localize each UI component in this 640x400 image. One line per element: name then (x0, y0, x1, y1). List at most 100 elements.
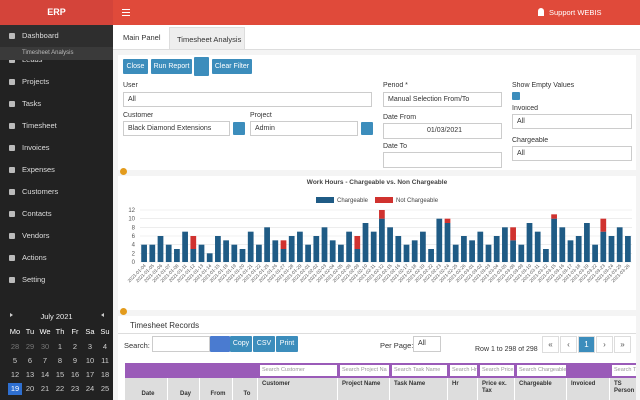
calendar-day[interactable]: 24 (85, 384, 95, 393)
button[interactable]: Close (123, 59, 148, 74)
bar (510, 227, 516, 241)
calendar-day[interactable]: 19 (8, 383, 22, 395)
select[interactable]: All (512, 146, 632, 161)
tool-button[interactable] (210, 336, 230, 352)
calendar-day[interactable]: 21 (40, 384, 50, 393)
calendar-day[interactable]: 8 (57, 356, 63, 365)
bar (567, 240, 574, 262)
bar (174, 249, 180, 262)
calendar-day[interactable]: 28 (10, 342, 20, 351)
column-search[interactable]: Search Customer (260, 365, 337, 376)
pager-button[interactable]: ‹ (560, 336, 577, 353)
select[interactable]: Manual Selection From/To (383, 92, 502, 107)
column-search[interactable]: Search TS (612, 365, 636, 376)
calendar-day[interactable]: 15 (55, 370, 65, 379)
pager-button[interactable]: » (614, 336, 631, 353)
calendar-day[interactable]: 17 (85, 370, 95, 379)
bar (469, 240, 475, 262)
menu-item[interactable]: Timesheet (22, 121, 57, 130)
calendar-day[interactable]: 12 (10, 370, 20, 379)
pager-button[interactable]: 1 (578, 336, 595, 353)
menu-item[interactable]: Vendors (22, 231, 50, 240)
calendar-day[interactable]: 5 (12, 356, 18, 365)
menu-toggle[interactable] (122, 9, 130, 16)
calendar-day[interactable]: 4 (102, 342, 108, 351)
add-button[interactable] (361, 122, 373, 135)
bar (239, 249, 246, 262)
bar (502, 227, 508, 262)
select[interactable]: All (123, 92, 372, 107)
calendar-day[interactable]: 14 (40, 370, 50, 379)
pager-button[interactable]: « (542, 336, 559, 353)
menu-item[interactable]: Dashboard (0, 25, 113, 47)
calendar-day[interactable]: 10 (85, 356, 95, 365)
tool-button[interactable]: Copy (230, 336, 252, 352)
bar (551, 214, 557, 219)
filter-panel: Close Run Report Clear Filter User All C… (118, 55, 636, 170)
bar (354, 249, 361, 262)
add-button[interactable] (233, 122, 245, 135)
column-search[interactable]: Search Project Na (340, 365, 389, 376)
calendar-day[interactable]: 11 (101, 356, 109, 365)
filter-icon[interactable] (194, 57, 209, 76)
calendar-day[interactable]: 7 (42, 356, 48, 365)
bar (518, 244, 525, 262)
menu-item[interactable]: Expenses (22, 165, 55, 174)
calendar-day[interactable]: 6 (27, 356, 33, 365)
column-search[interactable]: Search Hr (450, 365, 477, 376)
select[interactable]: All (512, 114, 632, 129)
column-header: TS Person (610, 378, 636, 400)
calendar-day[interactable]: 22 (55, 384, 65, 393)
column-search[interactable]: Search Task Name (392, 365, 447, 376)
menu-icon (9, 233, 15, 239)
menu-item[interactable]: Customers (22, 187, 59, 196)
calendar-day[interactable]: 30 (40, 342, 50, 351)
calendar-day[interactable]: 3 (87, 342, 93, 351)
menu-item[interactable]: Contacts (22, 209, 52, 218)
input[interactable]: 01/03/2021 (383, 123, 502, 139)
menu-item[interactable]: Projects (22, 77, 50, 86)
input[interactable] (383, 152, 502, 168)
select[interactable]: Black Diamond Extensions (123, 121, 230, 136)
bar (280, 249, 287, 262)
submenu-item[interactable]: Timesheet Analysis (0, 47, 113, 60)
checkbox[interactable] (512, 92, 520, 100)
button[interactable]: Clear Filter (212, 59, 252, 74)
calendar-prev[interactable] (10, 313, 14, 317)
select[interactable]: All (413, 336, 441, 352)
column-search[interactable]: Search Chargeable (517, 365, 566, 376)
calendar-day[interactable]: 13 (25, 370, 35, 379)
tab[interactable]: Main Panel (123, 33, 161, 42)
label: Customer (123, 112, 154, 119)
column-header: Price ex. Tax (478, 378, 515, 400)
menu-item[interactable]: Invoices (22, 143, 50, 152)
brand[interactable]: ERP (0, 0, 113, 25)
select[interactable]: Admin (250, 121, 358, 136)
calendar-day[interactable]: 25 (100, 384, 110, 393)
column-search[interactable]: Search Price (480, 365, 514, 376)
search-input[interactable] (152, 336, 210, 352)
calendar-day[interactable]: 20 (25, 384, 35, 393)
bar (231, 244, 238, 262)
menu-item[interactable]: Tasks (22, 99, 42, 108)
menu-item[interactable]: Actions (22, 253, 47, 262)
pager-button[interactable]: › (596, 336, 613, 353)
bar (444, 218, 451, 223)
calendar-day[interactable]: 2 (72, 342, 78, 351)
calendar-day[interactable]: 9 (72, 356, 78, 365)
user-name[interactable]: Support WEBIS (549, 8, 602, 17)
column-header: Hr (448, 378, 478, 400)
calendar-day[interactable]: 1 (57, 342, 63, 351)
calendar-day[interactable]: 23 (70, 384, 80, 393)
calendar-day[interactable]: 16 (70, 370, 80, 379)
menu-icon (9, 255, 15, 261)
menu-item[interactable]: Setting (22, 275, 46, 284)
tool-button[interactable]: CSV (253, 336, 275, 352)
button[interactable]: Run Report (151, 59, 192, 74)
calendar-day[interactable]: 29 (25, 342, 35, 351)
calendar-next[interactable] (100, 313, 104, 317)
calendar-day[interactable]: 18 (100, 370, 110, 379)
menu-icon (9, 57, 15, 63)
tool-button[interactable]: Print (276, 336, 298, 352)
tab-active[interactable]: Timesheet Analysis (169, 27, 245, 49)
